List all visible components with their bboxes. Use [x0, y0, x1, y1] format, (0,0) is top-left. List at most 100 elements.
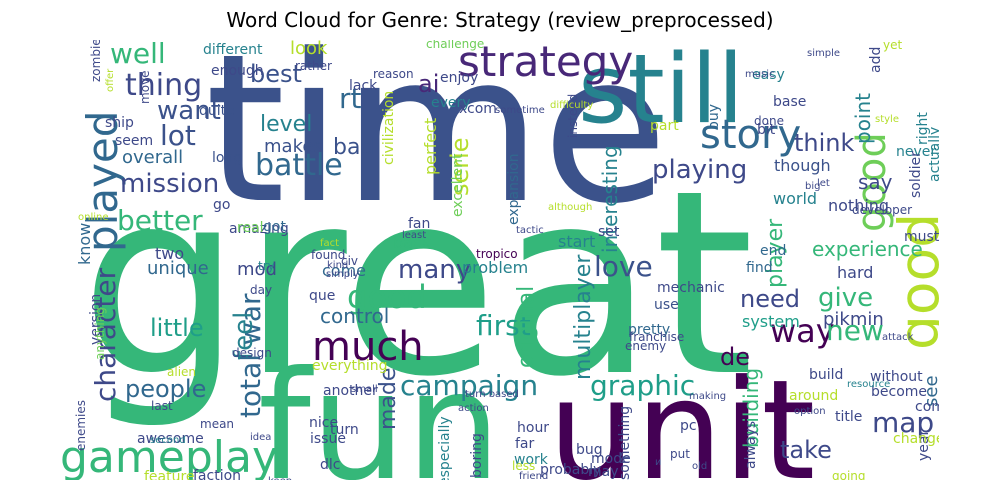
word-part: part	[650, 118, 679, 134]
word-got: got	[263, 219, 286, 235]
word-take: take	[780, 436, 832, 464]
word-fun: fun	[258, 340, 501, 480]
word-become: become	[871, 384, 927, 400]
word-style: style	[875, 114, 899, 125]
word-big: big	[805, 181, 820, 192]
word-feel: feel	[229, 312, 259, 360]
word-pc: pc	[680, 418, 697, 434]
word-give: give	[818, 283, 873, 313]
word-developer: developer	[852, 203, 912, 217]
word-turn-based: turn based	[465, 389, 519, 400]
word-less: less	[512, 459, 535, 473]
word-control: control	[320, 304, 389, 328]
word-version: version	[88, 294, 104, 345]
word-mod: mod	[237, 259, 277, 280]
word-two: two	[155, 244, 184, 263]
word-day: day	[250, 283, 272, 297]
word-making: making	[689, 391, 726, 402]
word-come: come	[322, 261, 366, 280]
word-unit: unit	[548, 350, 815, 480]
word-end: end	[760, 243, 786, 259]
word-much: much	[312, 324, 424, 370]
word-bad: bad	[333, 135, 374, 160]
word-de: de	[720, 343, 750, 371]
word-different: different	[203, 42, 263, 58]
word-story: story	[700, 112, 801, 158]
word-mode: mode	[591, 451, 631, 467]
word-world: world	[773, 189, 817, 208]
word-attack: attack	[882, 332, 914, 343]
chart-title: Word Cloud for Genre: Strategy (review_p…	[226, 8, 774, 32]
word-seem: seem	[115, 133, 153, 149]
word-good: good	[849, 132, 895, 232]
word-unique: unique	[147, 258, 209, 279]
word-start: start	[558, 232, 595, 251]
word-know: know	[75, 223, 94, 265]
word-long: long	[212, 150, 242, 166]
word-alien: alien	[167, 365, 196, 379]
word-enemies: enemies	[74, 400, 88, 451]
word-without: without	[870, 369, 923, 385]
word-awesome: awesome	[137, 431, 204, 447]
word-rather: rather	[295, 59, 332, 73]
word-good: good	[347, 278, 427, 316]
word-soldier: soldier	[908, 151, 924, 198]
word-far: far	[515, 436, 535, 452]
word-multiplayer: multiplayer	[571, 254, 596, 380]
word-fact: fact	[320, 238, 339, 249]
word-faction: faction	[193, 468, 241, 480]
word-always: always	[743, 421, 759, 469]
word-right: right	[915, 112, 931, 145]
word-strategy: strategy	[458, 40, 633, 86]
word-mechanic: mechanic	[657, 280, 725, 296]
word-mission: mission	[120, 169, 219, 199]
word-hour: hour	[517, 420, 549, 436]
word-actually: actually	[927, 127, 939, 182]
word-go: go	[213, 197, 230, 213]
word-time: time	[205, 40, 668, 249]
word-small: small	[351, 384, 378, 395]
word-probably: probably	[540, 462, 601, 478]
word-title: title	[835, 409, 862, 425]
word-expansion: expansion	[506, 153, 522, 225]
word-perfect: perfect	[421, 118, 440, 175]
word-base: base	[773, 94, 806, 110]
word-idea: idea	[250, 432, 271, 443]
word-quite: quite	[199, 103, 235, 119]
word-player: player	[763, 218, 788, 288]
word-must: must	[904, 229, 939, 245]
word-best: best	[250, 60, 302, 88]
word-friend: friend	[519, 471, 548, 480]
word-set: set	[598, 224, 620, 240]
word-pikmin: pikmin	[823, 309, 884, 330]
word-resource: resource	[847, 379, 890, 390]
word-good: good	[887, 213, 939, 350]
word-playing: playing	[652, 155, 747, 185]
word-fan: fan	[408, 216, 430, 232]
word-character: character	[89, 267, 122, 402]
word-let: let	[817, 178, 830, 189]
word-back: back	[393, 233, 432, 252]
word-another: another	[323, 383, 378, 399]
word-civilization: civilization	[381, 91, 397, 165]
word-ship: ship	[105, 115, 134, 131]
word-enough: enough	[211, 63, 264, 79]
word-lot: lot	[160, 119, 196, 152]
word-work: work	[514, 452, 549, 468]
word-excellent: excellent	[450, 153, 466, 217]
word-enjoy: enjoy	[440, 70, 478, 86]
word-made: made	[376, 368, 401, 430]
word-gameplay: gameplay	[62, 432, 278, 480]
word-amazing: amazing	[229, 221, 289, 237]
word-challenge: challenge	[426, 40, 484, 51]
word-first: first	[476, 309, 531, 342]
word-sometime: sometime	[495, 105, 545, 116]
word-overall: overall	[122, 147, 183, 168]
word-year: year	[916, 430, 932, 461]
word-way: way	[770, 312, 835, 350]
word-last: last	[151, 399, 173, 413]
word-original: original	[514, 286, 539, 368]
word-see: see	[921, 375, 939, 407]
word-boring: boring	[469, 433, 485, 478]
